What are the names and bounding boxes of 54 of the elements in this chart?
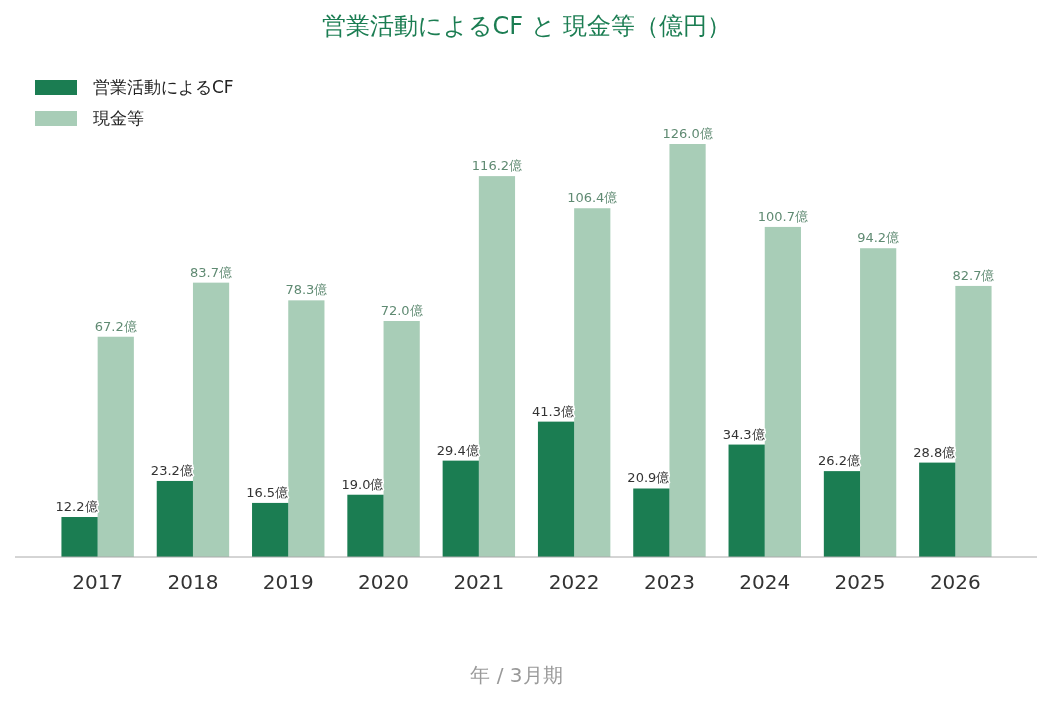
bar <box>919 462 956 557</box>
bar <box>383 321 420 557</box>
data-label: 29.4億 <box>436 442 479 458</box>
bar <box>574 208 611 557</box>
bar <box>156 480 193 557</box>
x-tick-label: 2022 <box>548 570 600 594</box>
chart-title: 営業活動によるCF と 現金等（億円） <box>321 12 732 40</box>
bar <box>537 421 575 557</box>
bar <box>478 176 516 557</box>
data-label: 126.0億 <box>662 126 713 141</box>
bar <box>288 300 325 557</box>
data-label: 19.0億 <box>341 476 384 492</box>
data-label: 94.2億 <box>857 230 900 246</box>
data-label: 41.3億 <box>532 403 575 419</box>
data-label: 26.2億 <box>817 453 860 469</box>
legend-label: 現金等 <box>93 108 144 128</box>
x-tick-label: 2020 <box>358 570 409 594</box>
data-label: 23.2億 <box>150 462 193 478</box>
bar <box>347 494 384 557</box>
x-tick-label: 2024 <box>739 570 791 594</box>
data-label: 116.2億 <box>471 158 523 174</box>
data-label: 16.5億 <box>246 484 289 500</box>
data-label: 78.3億 <box>285 282 328 298</box>
x-tick-label: 2025 <box>834 570 886 594</box>
bar <box>192 282 230 557</box>
data-label: 72.0億 <box>380 303 423 318</box>
x-tick-label: 2019 <box>262 570 314 594</box>
bar <box>728 444 765 557</box>
data-label: 20.9億 <box>627 470 670 486</box>
x-tick-label: 2017 <box>72 570 124 594</box>
data-label: 34.3億 <box>722 426 765 442</box>
x-tick-label: 2026 <box>929 570 981 594</box>
bar <box>823 471 861 557</box>
x-tick-label: 2021 <box>453 570 505 594</box>
bar <box>860 248 897 557</box>
data-label: 82.7億 <box>952 267 995 283</box>
x-axis-title: 年 / 3月期 <box>470 663 563 687</box>
bar <box>442 460 479 557</box>
data-label: 106.4億 <box>567 190 618 206</box>
x-tick-label: 2023 <box>644 570 695 594</box>
data-label: 67.2億 <box>94 318 137 334</box>
bar <box>61 517 98 557</box>
bar <box>97 336 134 557</box>
bar <box>955 285 992 557</box>
data-label: 100.7億 <box>757 208 808 224</box>
data-label: 28.8億 <box>913 444 956 460</box>
bar <box>633 488 670 557</box>
bar <box>669 144 706 557</box>
data-label: 12.2億 <box>55 499 98 515</box>
data-label: 83.7億 <box>190 264 233 280</box>
bar <box>252 502 289 557</box>
legend-label: 営業活動によるCF <box>93 77 234 97</box>
x-tick-label: 2018 <box>167 570 219 594</box>
bar <box>764 226 801 557</box>
